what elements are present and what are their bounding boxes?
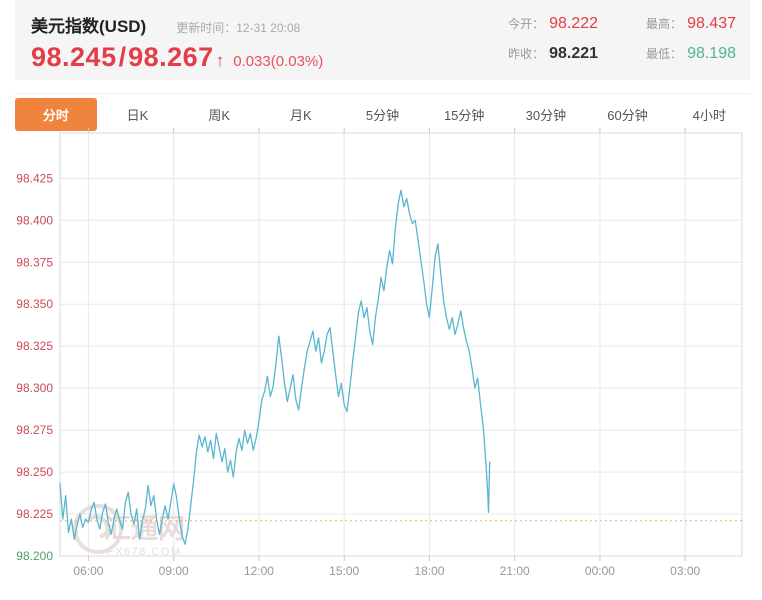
tab-4hour[interactable]: 4小时 [692,107,726,123]
tab-30min[interactable]: 30分钟 [525,107,567,123]
stat-low-value: 98.198 [687,45,736,62]
watermark-logo-icon [73,504,123,554]
x-axis-label: 03:00 [670,564,700,578]
price-ask: 98.267 [128,42,214,72]
tab-15min[interactable]: 15分钟 [443,107,485,123]
tab-daily[interactable]: 日K [126,107,149,123]
update-time-value: 12-31 20:08 [236,21,301,35]
tab-weekly[interactable]: 周K [208,107,231,123]
stat-open: 今开： 98.222 [508,15,598,33]
x-axis-label: 06:00 [73,564,103,578]
y-axis-label: 98.250 [16,465,53,479]
y-axis-label: 98.225 [16,507,53,521]
x-axis-label: 12:00 [244,564,274,578]
price-separator: / [118,42,127,72]
y-axis-label: 98.375 [16,255,53,269]
stat-prev-close-value: 98.221 [549,45,599,62]
instrument-title: 美元指数(USD) [31,17,147,36]
tab-60min[interactable]: 60分钟 [607,107,648,123]
x-axis-label: 21:00 [500,564,530,578]
stat-high: 最高： 98.437 [646,15,736,33]
tab-monthly[interactable]: 月K [290,107,312,123]
y-axis-label: 98.300 [16,381,53,395]
price-bid: 98.245 [31,42,117,72]
y-axis-label: 98.325 [16,339,53,353]
y-axis-label: 98.350 [16,297,53,311]
update-time-label: 更新时间： [176,21,237,35]
stat-high-value: 98.437 [687,15,736,32]
price-change: 0.033(0.03%) [233,53,324,70]
x-axis-label: 15:00 [329,564,359,578]
x-axis-label: 18:00 [414,564,444,578]
stat-prev-close-label: 昨收： [508,47,545,61]
y-axis-label: 98.400 [16,213,53,227]
y-axis-label: 98.200 [16,549,53,563]
chart-border [59,132,743,557]
x-axis-label: 09:00 [159,564,189,578]
interval-tabs: 分时 日K 周K 月K 5分钟 15分钟 30分钟 60分钟 4小时 [15,93,750,134]
watermark-logo-swirl-icon [87,514,110,539]
update-time: 更新时间：12-31 20:08 [176,19,300,36]
tab-realtime[interactable]: 分时 [15,97,97,131]
stats-grid: 今开： 98.222 最高： 98.437 昨收： 98.221 最低： 98.198 [508,15,736,63]
watermark-en-text: FX678.COM [107,546,182,558]
title-row: 美元指数(USD) 更新时间：12-31 20:08 [31,12,734,37]
y-axis-label: 98.425 [16,171,53,185]
quote-header: 美元指数(USD) 更新时间：12-31 20:08 98.245 / 98.2… [15,0,750,80]
x-axis-label: 00:00 [585,564,615,578]
stat-open-label: 今开： [508,17,545,31]
y-axis-label: 98.275 [16,423,53,437]
price-line [59,189,491,545]
stat-prev-close: 昨收： 98.221 [508,45,598,63]
price-chart: 汇通网 FX678.COM 98.200 98.225 98.250 98.275 98.3… [16,128,743,578]
price-row: 98.245 / 98.267 ↑ 0.033(0.03%) [31,42,734,73]
stat-high-label: 最高： [646,17,683,31]
up-arrow-icon: ↑ [215,51,225,70]
stat-low-label: 最低： [646,47,683,61]
stat-open-value: 98.222 [549,15,599,32]
stat-low: 最低： 98.198 [646,45,736,63]
watermark-cn-text: 汇通网 [104,514,185,544]
tab-5min[interactable]: 5分钟 [365,107,400,123]
